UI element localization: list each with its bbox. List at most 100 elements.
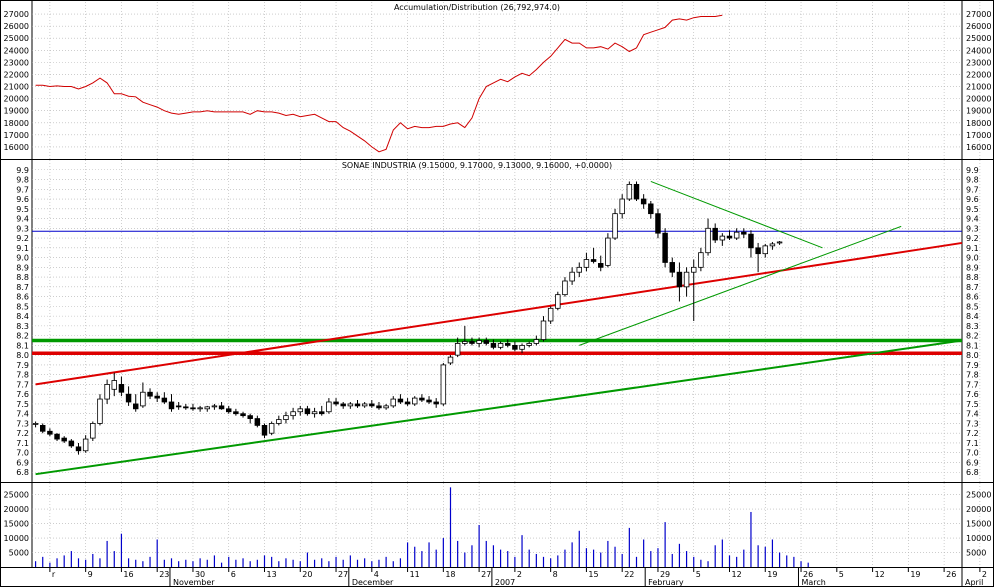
volume-y-tick-left: 25000 (4, 491, 29, 500)
candle-body (125, 393, 132, 403)
candle-body (605, 237, 611, 266)
candle-body (276, 419, 282, 424)
x-tick-label: 27 (481, 570, 491, 579)
ad-y-tick-left: 27000 (4, 10, 29, 19)
candle-body (97, 398, 103, 424)
x-tick-label: 11 (410, 570, 420, 579)
candle-body (311, 411, 318, 415)
price-y-tick-left: 8.8 (16, 273, 29, 282)
ad-y-tick-right: 17000 (966, 131, 991, 140)
candle-body (583, 259, 590, 268)
price-y-tick-right: 7.8 (966, 371, 979, 380)
price-y-tick-right: 7.6 (966, 390, 979, 399)
x-month-label: November (173, 578, 215, 587)
ad-y-tick-left: 20000 (4, 95, 29, 104)
candle-body (75, 446, 82, 452)
ad-y-tick-left: 21000 (4, 83, 29, 92)
candle-body (762, 245, 768, 255)
x-tick-label: 12 (875, 570, 885, 579)
candle-body (705, 227, 711, 254)
price-y-tick-right: 8.9 (966, 263, 979, 272)
candle-body (290, 411, 296, 417)
candle-body (397, 398, 404, 403)
candle-body (662, 232, 668, 263)
x-month-label: 2007 (495, 578, 515, 587)
candle-body (68, 440, 75, 447)
trend-line (579, 225, 902, 346)
candle-body (476, 340, 482, 344)
price-y-tick-right: 7.1 (966, 439, 979, 448)
candle-body (462, 341, 468, 344)
ad-y-tick-left: 26000 (4, 22, 29, 31)
candle-body (526, 343, 532, 346)
candle-body (776, 241, 783, 244)
ad-title: Accumulation/Distribution (26,792,974.0) (394, 3, 560, 12)
x-tick-label: 18 (445, 570, 455, 579)
volume-y-tick-right: 10000 (966, 534, 991, 543)
price-y-tick-left: 7.1 (16, 439, 29, 448)
ad-y-tick-right: 26000 (966, 22, 991, 31)
candle-body (254, 418, 261, 426)
x-tick-label: 15 (588, 570, 598, 579)
price-y-tick-right: 9.9 (966, 166, 979, 175)
candle-body (154, 395, 160, 399)
price-y-tick-right: 9.4 (966, 215, 979, 224)
candle-body (669, 262, 675, 273)
candle-body (426, 399, 432, 403)
price-y-tick-right: 7.7 (966, 380, 979, 389)
price-y-tick-left: 8.7 (16, 283, 29, 292)
price-y-tick-right: 8.7 (966, 283, 979, 292)
x-tick-label: 13 (267, 570, 277, 579)
price-y-tick-left: 8.4 (16, 312, 29, 321)
candle-body (354, 403, 361, 407)
ad-y-tick-left: 17000 (4, 131, 29, 140)
candle-body (497, 343, 504, 348)
ad-y-tick-right: 22000 (966, 70, 991, 79)
price-y-tick-left: 9.0 (16, 254, 29, 263)
ad-y-tick-left: 16000 (4, 143, 29, 152)
candle-body (733, 231, 740, 239)
price-y-tick-right: 9.8 (966, 176, 979, 185)
candle-body (440, 364, 447, 405)
price-y-tick-right: 8.1 (966, 341, 979, 350)
x-tick-label: 5 (696, 570, 701, 579)
candle-body (347, 403, 354, 407)
candle-body (640, 198, 647, 205)
candle-body (61, 437, 67, 442)
candle-body (433, 401, 439, 405)
ad-y-tick-right: 18000 (966, 119, 991, 128)
candle-body (204, 406, 210, 410)
ad-y-tick-right: 23000 (966, 58, 991, 67)
candle-body (555, 294, 561, 309)
candle-body (319, 411, 325, 415)
candle-body (211, 405, 218, 408)
candle-body (719, 235, 726, 241)
x-tick-label: 12 (732, 570, 742, 579)
price-y-tick-left: 9.8 (16, 176, 29, 185)
ad-y-tick-left: 19000 (4, 107, 29, 116)
candle-body (376, 405, 382, 409)
ad-y-tick-right: 21000 (966, 83, 991, 92)
candle-body (32, 423, 39, 425)
candle-body (419, 397, 425, 401)
x-tick-label: 27 (338, 570, 348, 579)
candle-body (233, 411, 239, 415)
candle-body (648, 203, 654, 215)
price-y-tick-left: 9.2 (16, 234, 29, 243)
candle-body (268, 423, 275, 434)
price-y-tick-right: 6.9 (966, 458, 979, 467)
candle-body (218, 405, 225, 410)
x-tick-label: 4 (374, 570, 379, 579)
candle-body (261, 425, 268, 436)
ad-y-tick-right: 27000 (966, 10, 991, 19)
x-tick-label: 29 (660, 570, 670, 579)
candle-body (519, 344, 525, 350)
candle-body (447, 356, 454, 364)
candle-body (240, 413, 246, 417)
ad-y-tick-left: 25000 (4, 34, 29, 43)
candle-body (297, 408, 303, 413)
candle-body (626, 183, 633, 200)
